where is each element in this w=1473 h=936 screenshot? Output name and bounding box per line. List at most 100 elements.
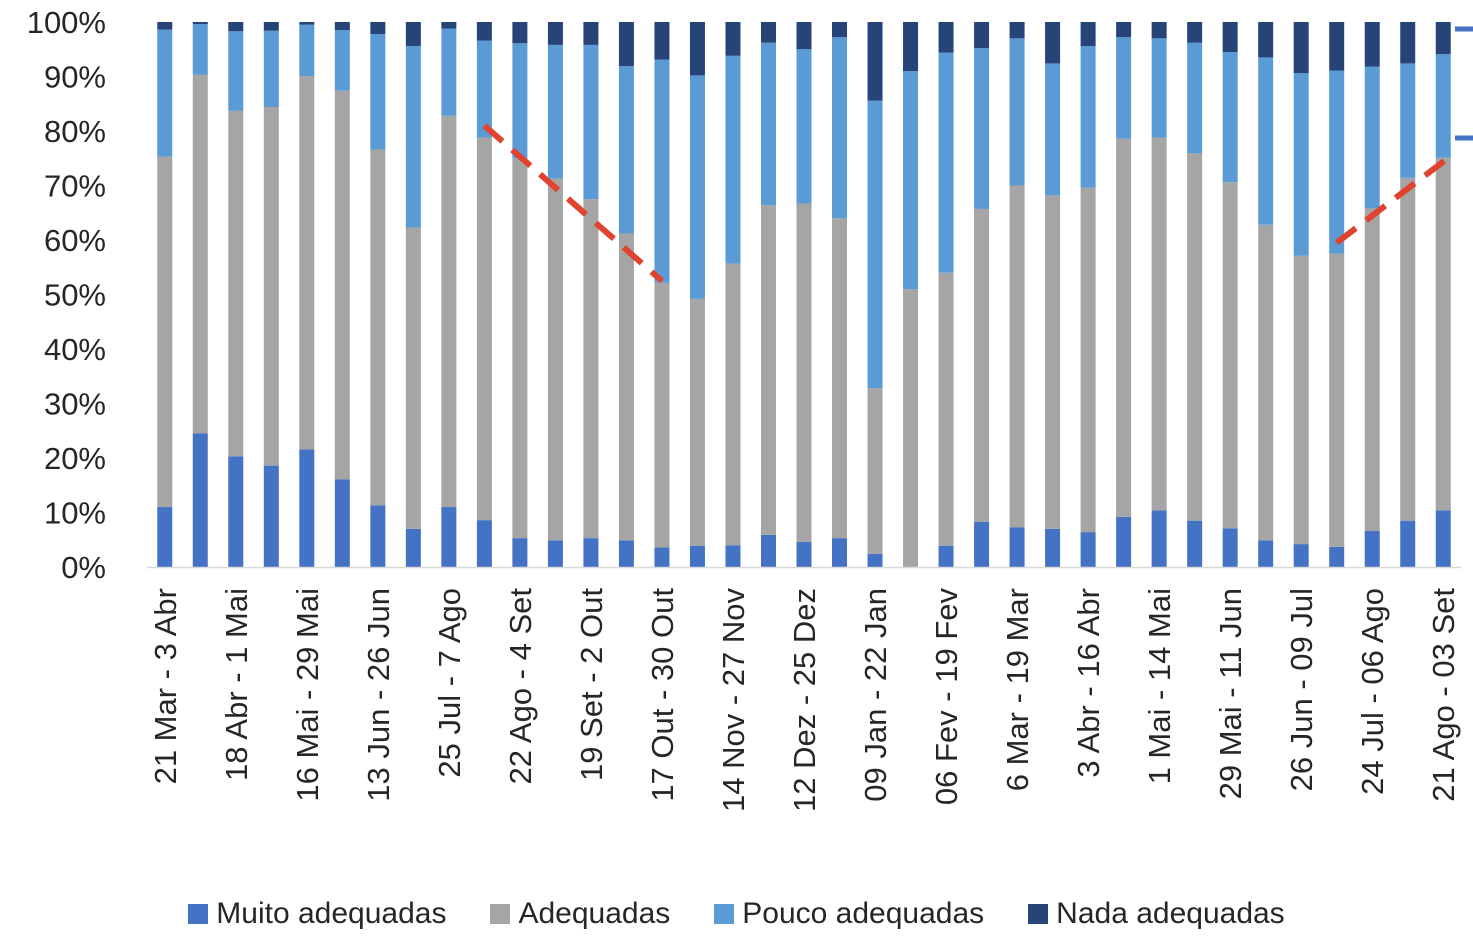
- bar-segment-pouco-adequadas: [1187, 42, 1203, 154]
- bar-segment-muito-adequadas: [832, 538, 848, 567]
- bar-segment-pouco-adequadas: [618, 66, 634, 234]
- bar-segment-nada-adequadas: [157, 22, 173, 30]
- bar-segment-adequadas: [370, 149, 386, 506]
- bar-segment-muito-adequadas: [1400, 520, 1416, 567]
- bar-segment-muito-adequadas: [1222, 528, 1238, 567]
- bar-segment-adequadas: [263, 107, 279, 466]
- x-tick-label: 6 Mar - 19 Mar: [1000, 588, 1035, 791]
- bar-segment-muito-adequadas: [512, 538, 528, 567]
- y-tick-label: 30%: [44, 387, 106, 422]
- bar-segment-adequadas: [299, 75, 315, 450]
- bar-segment-muito-adequadas: [441, 507, 457, 567]
- bar-segment-nada-adequadas: [228, 22, 244, 32]
- bar-segment-adequadas: [725, 263, 741, 546]
- bar-segment-nada-adequadas: [618, 22, 634, 67]
- legend-item-pouco-adequadas[interactable]: Pouco adequadas: [714, 897, 984, 931]
- bar-segment-adequadas: [1435, 157, 1451, 511]
- bar-segment-muito-adequadas: [1364, 531, 1380, 567]
- bar-segment-adequadas: [228, 110, 244, 457]
- bar-segment-nada-adequadas: [689, 22, 705, 76]
- bar-segment-nada-adequadas: [405, 22, 421, 46]
- x-tick-label: 26 Jun - 09 Jul: [1284, 588, 1319, 791]
- bar-segment-muito-adequadas: [618, 540, 634, 567]
- bar-segment-nada-adequadas: [725, 22, 741, 56]
- trend-dashed-line: [1334, 153, 1454, 246]
- x-tick-label: 12 Dez - 25 Dez: [787, 588, 822, 812]
- bar-segment-pouco-adequadas: [1435, 54, 1451, 158]
- bar-segment-adequadas: [583, 199, 599, 539]
- y-tick-label: 0%: [61, 550, 106, 585]
- x-tick-label: 3 Abr - 16 Abr: [1071, 588, 1106, 778]
- bar-segment-muito-adequadas: [1045, 528, 1061, 567]
- bar-segment-muito-adequadas: [1293, 544, 1309, 567]
- x-tick-label: 22 Ago - 4 Set: [503, 588, 538, 785]
- bar-segment-pouco-adequadas: [370, 33, 386, 150]
- bar-segment-pouco-adequadas: [476, 40, 492, 138]
- bar-segment-pouco-adequadas: [1364, 66, 1380, 209]
- bar-segment-nada-adequadas: [334, 22, 350, 31]
- bar-segment-muito-adequadas: [476, 520, 492, 567]
- y-tick-label: 90%: [44, 60, 106, 95]
- bar-segment-muito-adequadas: [1116, 516, 1132, 567]
- bar-segment-muito-adequadas: [334, 479, 350, 567]
- bar-segment-nada-adequadas: [974, 22, 990, 49]
- trend-dashed-line: [482, 123, 664, 284]
- bar-segment-adequadas: [760, 205, 776, 535]
- y-tick-label: 70%: [44, 169, 106, 204]
- bar-segment-muito-adequadas: [796, 541, 812, 567]
- legend-item-adequadas[interactable]: Adequadas: [490, 897, 670, 931]
- y-tick-label: 80%: [44, 114, 106, 149]
- bar-segment-muito-adequadas: [228, 456, 244, 567]
- x-tick-label: 29 Mai - 11 Jun: [1213, 588, 1248, 799]
- bar-segment-nada-adequadas: [370, 22, 386, 34]
- bar-segment-adequadas: [1222, 182, 1238, 529]
- bar-segment-muito-adequadas: [725, 545, 741, 567]
- bar-segment-nada-adequadas: [1258, 22, 1274, 58]
- legend-item-muito-adequadas[interactable]: Muito adequadas: [188, 897, 446, 931]
- bar-segment-pouco-adequadas: [192, 24, 208, 75]
- bar-segment-adequadas: [1045, 195, 1061, 529]
- bar-segment-adequadas: [192, 74, 208, 434]
- legend-swatch-adequadas: [490, 904, 511, 924]
- bar-segment-pouco-adequadas: [725, 55, 741, 264]
- bar-segment-nada-adequadas: [263, 22, 279, 31]
- bar-segment-muito-adequadas: [1258, 540, 1274, 567]
- bar-segment-adequadas: [1080, 187, 1096, 533]
- bar-segment-pouco-adequadas: [760, 42, 776, 206]
- bar-segment-adequadas: [512, 158, 528, 539]
- bar-segment-muito-adequadas: [1009, 527, 1025, 567]
- bar-segment-muito-adequadas: [157, 507, 173, 567]
- bar-segment-nada-adequadas: [654, 22, 670, 60]
- bar-segment-pouco-adequadas: [263, 30, 279, 108]
- x-tick-label: 13 Jun - 26 Jun: [361, 588, 396, 802]
- legend-label: Adequadas: [518, 897, 671, 930]
- bar-segment-adequadas: [689, 298, 705, 546]
- y-tick-label: 20%: [44, 441, 106, 476]
- bar-segment-nada-adequadas: [441, 22, 457, 29]
- legend-label: Nada adequadas: [1056, 897, 1285, 930]
- bar-segment-muito-adequadas: [583, 538, 599, 567]
- bar-segment-muito-adequadas: [938, 545, 954, 567]
- bar-segment-muito-adequadas: [547, 540, 563, 567]
- chart-plot-area: 0% 10% 20% 30% 40% 50% 60% 70% 80% 90% 100% 21 Mar …: [27, 5, 1473, 812]
- bar-segment-adequadas: [618, 233, 634, 541]
- bar-segment-nada-adequadas: [1329, 22, 1345, 71]
- bar-segment-muito-adequadas: [1329, 546, 1345, 567]
- bar-segment-muito-adequadas: [689, 545, 705, 567]
- bar-segment-muito-adequadas: [1435, 510, 1451, 567]
- bar-segment-pouco-adequadas: [1045, 63, 1061, 196]
- bar-segment-pouco-adequadas: [1400, 63, 1416, 178]
- legend-item-nada-adequadas[interactable]: Nada adequadas: [1028, 897, 1285, 931]
- bar-segment-nada-adequadas: [938, 22, 954, 53]
- bar-segment-pouco-adequadas: [441, 28, 457, 116]
- x-tick-label: 18 Abr - 1 Mai: [219, 588, 254, 781]
- bar-segment-pouco-adequadas: [512, 43, 528, 159]
- bar-segment-nada-adequadas: [1400, 22, 1416, 64]
- x-tick-label: 14 Nov - 27 Nov: [716, 588, 751, 812]
- bar-segment-pouco-adequadas: [547, 44, 563, 179]
- x-tick-label: 21 Ago - 03 Set: [1426, 588, 1461, 802]
- bar-segment-nada-adequadas: [512, 22, 528, 44]
- bar-segment-adequadas: [547, 178, 563, 541]
- bar-segment-muito-adequadas: [1080, 532, 1096, 567]
- legend-swatch-nada-adequadas: [1028, 904, 1049, 924]
